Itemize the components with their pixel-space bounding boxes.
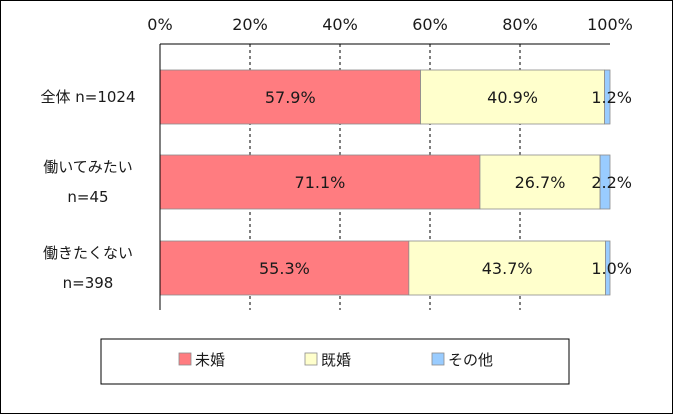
data-label: 71.1% — [295, 173, 346, 192]
category-label: n=45 — [67, 188, 108, 206]
bar-segment — [479, 154, 601, 210]
x-tick-label: 20% — [232, 15, 268, 34]
category-label: n=398 — [63, 274, 114, 292]
x-tick-label: 100% — [587, 15, 633, 34]
category-label: 全体 n=1024 — [40, 88, 135, 106]
category-labels: 全体 n=1024 働いてみたい n=45 働きたくない n=398 — [40, 88, 135, 292]
data-label: 2.2% — [591, 173, 632, 192]
category-label: 働いてみたい — [43, 158, 133, 176]
x-tick-label: 60% — [412, 15, 448, 34]
axes — [159, 43, 610, 310]
bars — [159, 69, 611, 296]
bar-segment — [159, 240, 410, 296]
legend-label: 既婚 — [321, 351, 351, 369]
data-label: 57.9% — [265, 88, 316, 107]
data-label: 26.7% — [515, 173, 566, 192]
legend-swatch — [431, 352, 445, 366]
bar-segment — [605, 240, 611, 296]
legend-label: その他 — [448, 351, 493, 369]
legend-label: 未婚 — [195, 351, 225, 369]
x-tick-labels: 0% 20% 40% 60% 80% 100% — [147, 15, 633, 34]
data-label: 55.3% — [259, 259, 310, 278]
bar-segment — [408, 240, 606, 296]
bar-segment — [599, 154, 611, 210]
bar-segment — [604, 69, 611, 125]
data-labels: 57.9% 40.9% 1.2% 71.1% 26.7% 2.2% 55.3% 43.7% 1.… — [259, 88, 632, 278]
legend: 未婚 既婚 その他 — [100, 338, 570, 385]
x-tick-label: 40% — [322, 15, 358, 34]
x-tick-label: 80% — [502, 15, 538, 34]
data-label: 40.9% — [487, 88, 538, 107]
legend-swatch — [304, 352, 318, 366]
data-label: 43.7% — [482, 259, 533, 278]
data-label: 1.2% — [591, 88, 632, 107]
data-label: 1.0% — [591, 259, 632, 278]
category-label: 働きたくない — [43, 244, 133, 262]
bar-segment — [420, 69, 605, 125]
x-tick-label: 0% — [147, 15, 172, 34]
legend-swatch — [178, 352, 192, 366]
bar-segment — [159, 154, 481, 210]
